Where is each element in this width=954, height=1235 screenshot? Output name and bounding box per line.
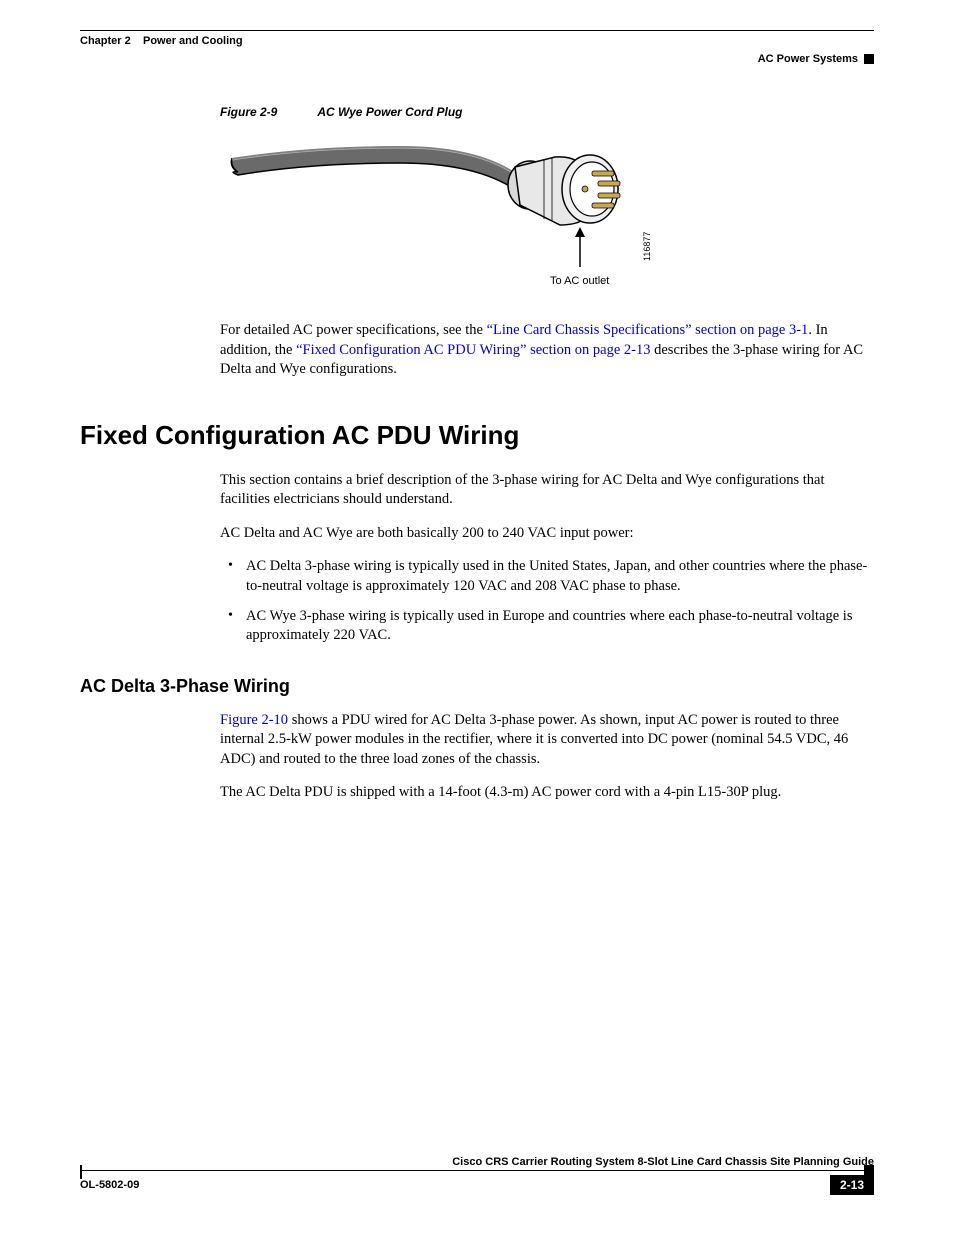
link-fixed-config[interactable]: “Fixed Configuration AC PDU Wiring” sect… — [296, 342, 650, 358]
link-figure-2-10[interactable]: Figure 2-10 — [220, 712, 288, 728]
paragraph-1: For detailed AC power specifications, se… — [220, 321, 874, 380]
header-section: AC Power Systems — [80, 53, 874, 65]
heading-fixed-config: Fixed Configuration AC PDU Wiring — [80, 420, 874, 451]
paragraph-5: The AC Delta PDU is shipped with a 14-fo… — [220, 783, 874, 803]
footer-rule — [80, 1170, 874, 1171]
header-chapter: Chapter 2 Power and Cooling — [80, 35, 874, 47]
section-title: AC Power Systems — [758, 53, 858, 65]
bullet-item: AC Delta 3-phase wiring is typically use… — [220, 557, 874, 596]
footer-marker-right-icon — [864, 1165, 874, 1175]
header-marker-icon — [864, 54, 874, 64]
paragraph-2: This section contains a brief descriptio… — [220, 471, 874, 510]
figure-label: To AC outlet — [550, 275, 609, 287]
chapter-num: Chapter 2 — [80, 35, 131, 47]
footer-marker-left-icon — [80, 1165, 82, 1179]
heading-ac-delta: AC Delta 3-Phase Wiring — [80, 676, 874, 697]
plug-svg-icon — [220, 127, 660, 297]
footer-doc-num: OL-5802-09 — [80, 1179, 139, 1191]
figure-block: Figure 2-9 AC Wye Power Cord Plug — [220, 105, 874, 380]
paragraph-4: Figure 2-10 shows a PDU wired for AC Del… — [220, 711, 874, 770]
p4-t: shows a PDU wired for AC Delta 3-phase p… — [220, 712, 848, 767]
page-header: Chapter 2 Power and Cooling AC Power Sys… — [80, 30, 874, 65]
paragraph-3: AC Delta and AC Wye are both basically 2… — [220, 524, 874, 544]
page-footer: Cisco CRS Carrier Routing System 8-Slot … — [80, 1156, 874, 1195]
figure-caption: Figure 2-9 AC Wye Power Cord Plug — [220, 105, 874, 119]
figure-image: To AC outlet 116877 — [220, 127, 660, 297]
bullet-list: AC Delta 3-phase wiring is typically use… — [220, 557, 874, 645]
figure-id: 116877 — [642, 232, 652, 261]
figure-title: AC Wye Power Cord Plug — [317, 105, 462, 119]
bullet-item: AC Wye 3-phase wiring is typically used … — [220, 607, 874, 646]
footer-page-num: 2-13 — [830, 1175, 874, 1195]
link-line-card-specs[interactable]: “Line Card Chassis Specifications” secti… — [487, 322, 809, 338]
figure-number: Figure 2-9 — [220, 105, 277, 119]
p1-t1: For detailed AC power specifications, se… — [220, 322, 487, 338]
chapter-title: Power and Cooling — [143, 35, 243, 47]
footer-book-title: Cisco CRS Carrier Routing System 8-Slot … — [80, 1156, 874, 1168]
